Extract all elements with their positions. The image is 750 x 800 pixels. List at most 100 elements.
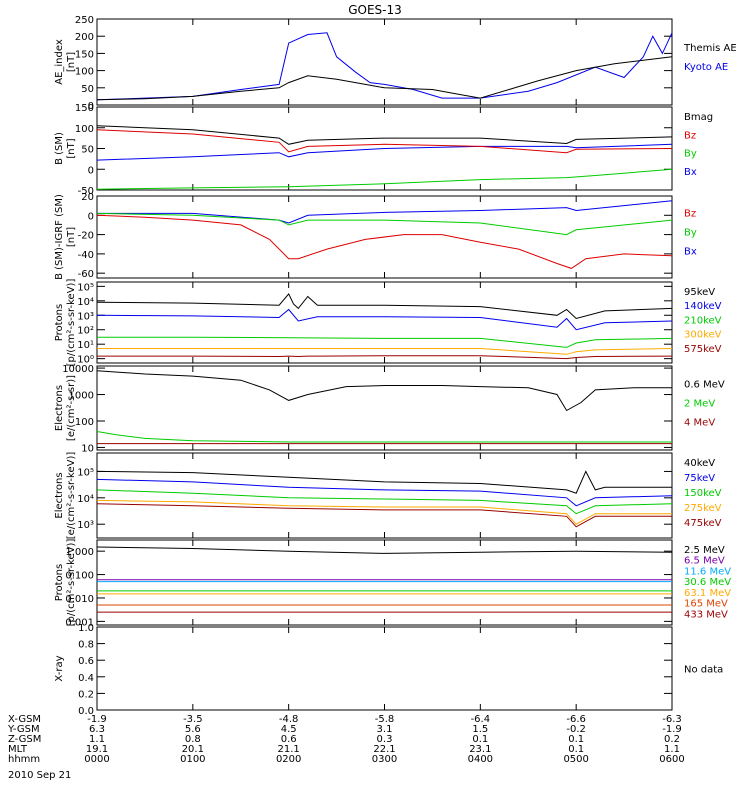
footer-cell: 22.1 bbox=[373, 744, 395, 755]
footer-cell: -0.2 bbox=[566, 724, 586, 735]
footer-cell: 0.1 bbox=[472, 734, 488, 745]
panel-frame bbox=[96, 452, 673, 539]
y-tick-label: 10000 bbox=[62, 364, 94, 375]
footer-cell: 4.5 bbox=[281, 724, 297, 735]
series-line-95kev bbox=[96, 292, 673, 320]
legend-entry: 75keV bbox=[684, 473, 715, 484]
footer-cell: 0200 bbox=[276, 754, 301, 765]
panel-5: 10 100 1000 10000 Electrons [e/(cm²-s-sr)] 0.6… bbox=[54, 364, 725, 454]
series-line-140kev bbox=[96, 308, 673, 331]
y-tick-label: 0.100 bbox=[65, 571, 94, 582]
footer-cell: -6.4 bbox=[471, 714, 491, 725]
figure-title: GOES-13 bbox=[348, 3, 402, 17]
legend-entry: 4 MeV bbox=[684, 418, 715, 429]
series-line-575kev bbox=[97, 355, 673, 360]
series-line-40kev bbox=[96, 470, 672, 494]
series-line-300kev bbox=[97, 348, 673, 355]
y-axis-label: [p/(cm²-s-sr-keV)] bbox=[66, 279, 77, 367]
footer-cell: 0500 bbox=[563, 754, 588, 765]
y-axis-label: [nT] bbox=[66, 227, 77, 247]
footer-cell: 19.1 bbox=[86, 744, 108, 755]
panel-frame bbox=[96, 365, 673, 451]
y-axis-label: X-ray bbox=[54, 655, 65, 681]
legend-entry: 140keV bbox=[684, 301, 722, 312]
panel-frame bbox=[96, 626, 673, 711]
y-tick-label: 20 bbox=[81, 192, 94, 203]
footer-cell: -6.6 bbox=[566, 714, 586, 725]
series-line-kyoto-ae bbox=[96, 32, 673, 101]
footer-cell: 0.6 bbox=[281, 734, 297, 745]
footer-cell: 0.1 bbox=[568, 744, 584, 755]
y-tick-label: 0 bbox=[88, 211, 94, 222]
legend-entry: By bbox=[684, 149, 697, 160]
series-line-bz bbox=[96, 214, 673, 269]
y-axis-label: [e/(cm²-s-sr-keV)] bbox=[66, 452, 77, 540]
y-axis-label: B (SM) bbox=[54, 132, 65, 165]
orbit-footer: X-GSMY-GSMZ-GSMMLThhmm-1.96.31.119.10000… bbox=[7, 714, 685, 765]
y-tick-label: 0.4 bbox=[78, 673, 94, 684]
footer-cell: 1.1 bbox=[89, 734, 105, 745]
series-line-75kev bbox=[96, 478, 673, 507]
footer-cell: -6.3 bbox=[662, 714, 682, 725]
panel-4: 10⁰ 10¹ 10² 10³ 10⁴ 10⁵ Protons [p/(cm²-s-sr-ke… bbox=[54, 279, 722, 367]
y-tick-label: -50 bbox=[78, 186, 94, 197]
y-axis-label: Protons bbox=[54, 304, 65, 341]
legend-entry: 95keV bbox=[684, 287, 715, 298]
y-tick-label: 0 bbox=[88, 165, 94, 176]
footer-cell: 1.5 bbox=[472, 724, 488, 735]
legend-entry: 40keV bbox=[684, 458, 715, 469]
footer-cell: 21.1 bbox=[278, 744, 300, 755]
series-line-bx bbox=[97, 200, 673, 224]
legend-entry: 150keV bbox=[684, 488, 722, 499]
footer-cell: 5.6 bbox=[185, 724, 201, 735]
footer-cell: -3.5 bbox=[183, 714, 203, 725]
footer-cell: 0400 bbox=[468, 754, 493, 765]
legend-entry: 2 MeV bbox=[684, 399, 715, 410]
legend-entry: Bx bbox=[684, 167, 697, 178]
y-tick-label: 0.8 bbox=[78, 640, 94, 651]
y-tick-label: 100 bbox=[75, 124, 94, 135]
y-tick-label: 10¹ bbox=[77, 340, 94, 351]
series-line-210kev bbox=[97, 336, 673, 348]
y-tick-label: 10³ bbox=[77, 311, 94, 322]
y-tick-label: -40 bbox=[78, 250, 94, 261]
legend-entry: 433 MeV bbox=[684, 609, 728, 620]
legend-entry: Themis AE bbox=[683, 43, 737, 54]
y-tick-label: 10³ bbox=[77, 520, 94, 531]
y-tick-label: -60 bbox=[78, 269, 94, 280]
legend-entry: 11.6 MeV bbox=[684, 566, 731, 577]
y-tick-label: 100 bbox=[75, 67, 94, 78]
y-axis-label: B (SM)-IGRF (SM) bbox=[54, 194, 65, 280]
footer-cell: -5.8 bbox=[375, 714, 395, 725]
footer-row-label: X-GSM bbox=[8, 714, 41, 725]
y-tick-label: 10⁰ bbox=[77, 355, 94, 366]
legend-entry: 575keV bbox=[684, 344, 722, 355]
footer-row-label: Y-GSM bbox=[7, 724, 40, 735]
footer-cell: -1.9 bbox=[662, 724, 682, 735]
series-line-275kev bbox=[96, 499, 672, 525]
y-tick-label: 200 bbox=[75, 32, 94, 43]
legend-entry: Bz bbox=[684, 130, 696, 141]
y-tick-label: 0.010 bbox=[65, 594, 94, 605]
legend-entry: 30.6 MeV bbox=[684, 577, 731, 588]
series-line-bz bbox=[96, 129, 673, 154]
no-data-note: No data bbox=[684, 665, 723, 676]
y-tick-label: 0.2 bbox=[78, 689, 94, 700]
legend-entry: 165 MeV bbox=[684, 599, 728, 610]
legend-entry: 475keV bbox=[684, 518, 722, 529]
y-tick-label: -20 bbox=[78, 231, 94, 242]
y-tick-label: 1.0 bbox=[78, 623, 94, 634]
legend-entry: Bmag bbox=[684, 112, 713, 123]
y-axis-label: [nT] bbox=[66, 52, 77, 72]
panel-3: -60 -40 -20 0 20 B (SM)-IGRF (SM) [nT] Bz By Bx bbox=[54, 192, 697, 280]
legend-entry: 2.5 MeV bbox=[684, 545, 725, 556]
y-tick-label: 150 bbox=[75, 103, 94, 114]
y-tick-label: 100 bbox=[75, 417, 94, 428]
series-line-bmag bbox=[96, 125, 673, 145]
footer-cell: 0.8 bbox=[185, 734, 201, 745]
y-axis-label: AE_index bbox=[54, 39, 65, 85]
date-label: 2010 Sep 21 bbox=[8, 770, 71, 781]
legend-entry: 275keV bbox=[684, 503, 722, 514]
